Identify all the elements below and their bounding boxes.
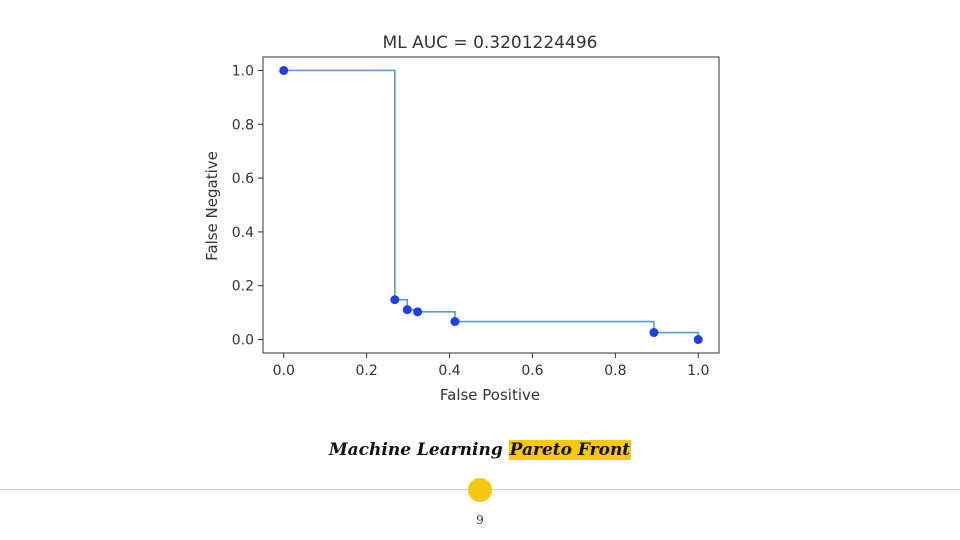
pareto-point xyxy=(279,65,289,75)
y-axis-label: False Negative xyxy=(203,151,221,261)
x-tick-label: 0.4 xyxy=(438,363,460,379)
pareto-front-chart: ML AUC = 0.3201224496 0.0 0.2 0.4 0.6 0.8 1.0… xyxy=(203,33,720,404)
x-axis-label: False Positive xyxy=(440,386,540,404)
x-tick-label: 0.6 xyxy=(521,363,543,379)
plot-area xyxy=(262,56,720,354)
caption-text: Machine Learning xyxy=(328,440,509,460)
pareto-point xyxy=(450,317,460,327)
series-layer xyxy=(279,65,703,345)
pareto-point xyxy=(402,305,412,315)
x-axis-ticks: 0.0 0.2 0.4 0.6 0.8 1.0 xyxy=(273,353,709,379)
chart-title: ML AUC = 0.3201224496 xyxy=(383,33,598,53)
pareto-point xyxy=(693,335,703,345)
caption-highlight: Pareto Front xyxy=(508,440,632,460)
x-tick-label: 0.2 xyxy=(356,363,378,379)
pareto-point xyxy=(390,295,400,305)
y-tick-label: 1.0 xyxy=(232,63,254,79)
y-tick-label: 0.0 xyxy=(232,333,254,349)
x-tick-label: 0.8 xyxy=(604,363,626,379)
x-tick-label: 1.0 xyxy=(687,363,709,379)
pareto-point xyxy=(413,307,423,317)
y-tick-label: 0.4 xyxy=(232,225,254,241)
y-tick-label: 0.2 xyxy=(232,279,254,295)
y-axis-ticks: 0.0 0.2 0.4 0.6 0.8 1.0 xyxy=(232,63,263,349)
pareto-point xyxy=(649,328,659,338)
x-tick-label: 0.0 xyxy=(273,363,295,379)
y-tick-label: 0.8 xyxy=(232,117,254,133)
footer-accent-dot xyxy=(468,478,492,502)
page-number: 9 xyxy=(476,513,484,527)
y-tick-label: 0.6 xyxy=(232,171,254,187)
slide-caption: Machine Learning Pareto Front xyxy=(0,440,960,460)
